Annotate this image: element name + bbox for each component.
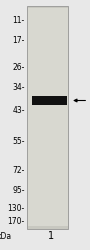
Text: 11-: 11- (13, 16, 25, 25)
Text: 95-: 95- (12, 186, 25, 195)
Text: 55-: 55- (12, 137, 25, 146)
Text: 72-: 72- (12, 166, 25, 175)
Text: kDa: kDa (0, 232, 12, 241)
Text: 1: 1 (48, 231, 54, 241)
Text: 34-: 34- (12, 84, 25, 92)
Text: 170-: 170- (7, 217, 25, 226)
Bar (28, 8, 68, 226)
Text: 17-: 17- (12, 36, 25, 45)
Text: 130-: 130- (7, 204, 25, 213)
Bar (32, 96, 67, 105)
Text: 43-: 43- (12, 106, 25, 115)
Text: 26-: 26- (12, 64, 25, 72)
Bar (27, 6, 68, 229)
